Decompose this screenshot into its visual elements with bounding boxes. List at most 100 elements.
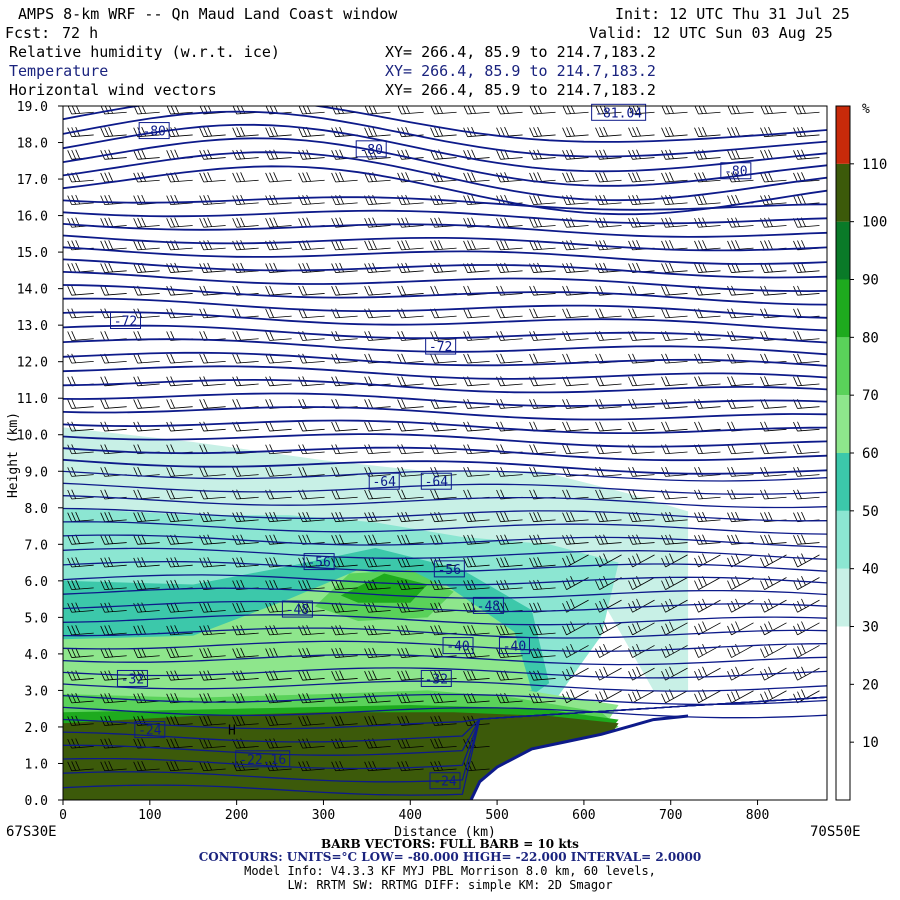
barb-feather — [364, 240, 369, 251]
barb-feather — [566, 240, 571, 250]
barb-shaft — [797, 577, 820, 590]
wind-barb — [67, 760, 94, 772]
barb-feather — [232, 331, 238, 341]
barb-feather — [67, 648, 73, 658]
temperature-contour — [63, 446, 827, 462]
wind-barb — [463, 353, 490, 364]
wind-barb — [529, 194, 556, 206]
barb-feather — [702, 598, 707, 609]
barb-feather — [170, 489, 176, 499]
barb-feather — [533, 195, 538, 205]
barb-feather — [137, 217, 143, 228]
barb-feather — [364, 127, 369, 137]
temperature-contour — [63, 123, 827, 173]
barb-feather — [269, 376, 274, 386]
temperature-contour — [63, 574, 827, 586]
barb-feather — [570, 553, 575, 563]
contour-label-box — [472, 596, 504, 614]
barb-feather — [401, 195, 406, 205]
barb-feather — [562, 421, 567, 432]
barb-shaft — [632, 577, 655, 590]
wind-barb — [397, 376, 424, 387]
barb-feather — [669, 666, 674, 676]
barb-feather — [430, 127, 435, 137]
barb-feather — [566, 331, 571, 341]
wind-barb — [397, 579, 424, 591]
barb-feather — [401, 489, 406, 499]
wind-barb — [232, 647, 259, 658]
wind-barb — [661, 126, 688, 138]
barb-feather — [298, 716, 303, 726]
barb-feather — [537, 126, 542, 137]
barb-feather — [500, 625, 505, 635]
barb-feather — [801, 511, 806, 522]
barb-feather — [467, 557, 472, 567]
temperature-contour — [63, 196, 827, 211]
high-marker: H — [228, 723, 236, 738]
barb-feather — [562, 263, 567, 273]
barb-feather — [368, 240, 373, 250]
barb-shaft — [764, 599, 787, 613]
temperature-contour — [63, 151, 827, 202]
barb-feather — [471, 647, 476, 658]
barb-feather — [368, 670, 373, 681]
barb-feather — [595, 603, 600, 613]
wind-barb — [595, 511, 622, 523]
barb-feather — [368, 489, 373, 499]
y-tick-label: 4.0 — [25, 648, 48, 663]
barb-feather — [669, 106, 674, 114]
barb-feather — [504, 602, 509, 612]
barb-feather — [665, 353, 670, 363]
barb-feather — [500, 580, 505, 590]
barb-feather — [236, 602, 242, 613]
barb-feather — [801, 149, 806, 159]
barb-feather — [265, 535, 270, 545]
barb-feather — [764, 444, 769, 454]
barb-feather — [207, 715, 213, 726]
barb-feather — [397, 648, 402, 658]
wind-barb — [496, 308, 523, 319]
wind-barb — [430, 738, 457, 749]
wind-barb — [298, 602, 325, 613]
wind-barb — [265, 285, 292, 296]
barb-feather — [108, 240, 114, 250]
barb-feather — [731, 668, 736, 679]
colorbar-swatch — [836, 395, 850, 453]
barb-feather — [166, 648, 172, 658]
wind-barb — [430, 670, 457, 681]
barb-feather — [529, 308, 534, 319]
barb-feather — [599, 512, 604, 522]
barb-feather — [665, 668, 670, 679]
barb-feather — [199, 353, 205, 364]
barb-feather — [133, 716, 139, 726]
temperature-contour — [63, 351, 827, 367]
barb-feather — [768, 217, 773, 227]
y-tick-label: 13.0 — [17, 319, 48, 334]
barb-feather — [661, 195, 666, 205]
wind-barb — [199, 602, 226, 613]
barb-feather — [269, 466, 274, 477]
barb-feather — [269, 331, 274, 341]
barb-feather — [203, 512, 209, 522]
barb-feather — [727, 150, 732, 160]
wind-barb — [364, 511, 391, 523]
wind-barb — [595, 308, 622, 319]
barb-feather — [595, 376, 600, 386]
barb-feather — [199, 535, 205, 545]
barb-feather — [166, 603, 172, 613]
barb-feather — [731, 600, 736, 611]
barb-feather — [298, 603, 303, 613]
barb-feather — [529, 150, 534, 160]
barb-feather — [665, 376, 670, 386]
barb-feather — [698, 398, 703, 409]
wind-barb — [331, 715, 358, 726]
barb-feather — [306, 217, 311, 227]
barb-feather — [661, 172, 666, 183]
wind-barb — [265, 126, 292, 138]
colorbar-swatch — [836, 453, 850, 511]
barb-feather — [434, 602, 439, 613]
wind-barb — [430, 262, 457, 273]
barb-feather — [496, 512, 501, 522]
x-tick-label: 0 — [59, 808, 67, 823]
barb-feather — [174, 647, 180, 658]
